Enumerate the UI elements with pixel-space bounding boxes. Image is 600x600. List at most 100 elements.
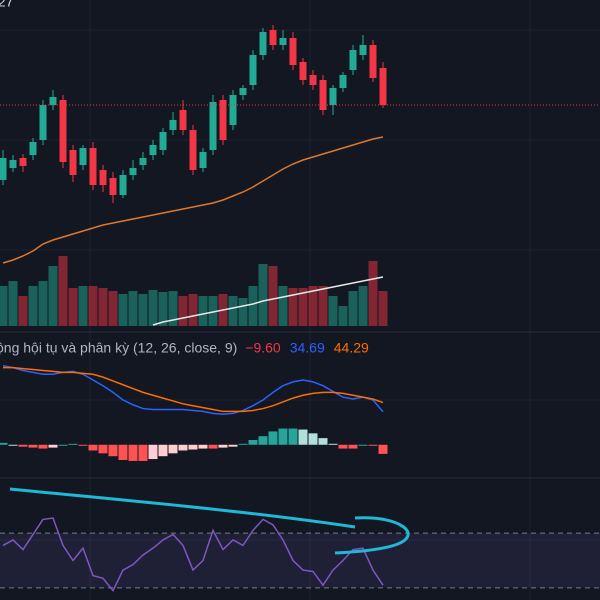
indicator-value: 44.29: [334, 340, 369, 356]
histogram-bar: [358, 444, 368, 446]
volume-bar: [358, 286, 368, 326]
histogram-bar: [198, 444, 208, 449]
volume-bar: [128, 291, 138, 326]
histogram-bar: [28, 444, 38, 448]
candle-body: [319, 80, 327, 110]
volume-bar: [158, 292, 168, 326]
volume-bar: [108, 291, 118, 326]
candle-body: [39, 105, 47, 140]
candle-body: [129, 168, 137, 175]
candle-body: [59, 100, 67, 162]
volume-bar: [18, 296, 28, 326]
price-label: .27: [0, 0, 14, 10]
volume-bar: [258, 264, 268, 326]
plot: [0, 25, 600, 593]
volume-bar: [88, 286, 98, 326]
indicator-value: −9.60: [245, 340, 281, 356]
histogram-bar: [168, 444, 178, 454]
histogram-bar: [248, 440, 258, 445]
volume-bar: [0, 286, 8, 326]
histogram-bar: [78, 444, 88, 446]
histogram-bar: [108, 444, 118, 457]
volume-bar: [268, 266, 278, 326]
histogram-bar: [88, 444, 98, 451]
volume-bar: [198, 296, 208, 326]
volume-bar: [98, 288, 108, 326]
candle-body: [249, 55, 257, 85]
volume-bar: [348, 291, 358, 326]
candle-body: [359, 45, 367, 55]
volume-bar: [138, 294, 148, 326]
candle-body: [309, 75, 317, 85]
histogram-bar: [48, 444, 58, 448]
volume-bar: [28, 286, 38, 326]
volume-bar: [298, 288, 308, 326]
volume-bar: [68, 288, 78, 326]
candle-body: [239, 88, 247, 95]
candle-body: [379, 68, 387, 105]
histogram-bar: [278, 428, 288, 445]
histogram-bar: [68, 443, 78, 445]
volume-bar: [78, 286, 88, 326]
volume-bar: [118, 294, 128, 326]
rsi-band: [0, 533, 600, 588]
drawing-curve: [334, 516, 410, 555]
candle-body: [369, 45, 377, 78]
histogram-bar: [38, 444, 48, 449]
candle-body: [119, 175, 127, 195]
volume-bar: [38, 281, 48, 326]
indicator-value: 34.69: [290, 340, 325, 356]
histogram-bar: [98, 444, 108, 454]
histogram-bar: [0, 442, 8, 445]
candle-body: [259, 32, 267, 55]
histogram-bar: [318, 438, 328, 445]
candle-body: [69, 150, 77, 175]
histogram-bar: [218, 444, 228, 448]
candle-body: [0, 158, 7, 180]
histogram-bar: [158, 444, 168, 457]
volume-bar: [278, 286, 288, 326]
volume-bar: [148, 290, 158, 326]
candle-body: [109, 178, 117, 195]
candle-body: [269, 30, 277, 45]
histogram-bar: [258, 436, 268, 445]
histogram-bar: [18, 444, 28, 447]
candle-body: [19, 158, 27, 166]
candle-body: [169, 120, 177, 130]
histogram-bar: [228, 444, 238, 447]
histogram-bar: [268, 431, 278, 445]
volume-bar: [8, 281, 18, 326]
histogram-bar: [238, 443, 248, 445]
candle-body: [99, 170, 107, 185]
histogram-bar: [148, 444, 158, 460]
candle-body: [229, 95, 237, 125]
candle-body: [339, 75, 347, 88]
candle-body: [189, 130, 197, 170]
candle-body: [89, 148, 97, 185]
histogram-bar: [208, 444, 218, 449]
histogram-bar: [368, 444, 378, 446]
candle-body: [279, 38, 287, 45]
candle-body: [29, 142, 37, 155]
volume-bar: [178, 296, 188, 326]
rsi-line: [2, 517, 384, 593]
volume-bar: [168, 291, 178, 326]
indicator-title: ộng hội tụ và phân kỳ (12, 26, close, 9): [0, 340, 237, 356]
candle-body: [329, 88, 337, 105]
volume-bar: [238, 298, 248, 326]
histogram-bar: [58, 444, 68, 446]
histogram-bar: [118, 444, 128, 460]
volume-bar: [318, 286, 328, 326]
histogram-bar: [348, 444, 358, 449]
candle-body: [179, 110, 187, 130]
volume-bar: [58, 256, 68, 326]
candle-body: [209, 102, 217, 150]
candle-body: [9, 160, 17, 168]
histogram-bar: [338, 444, 348, 449]
histogram-bar: [328, 443, 338, 445]
volume-bar: [208, 296, 218, 326]
volume-bar: [338, 306, 348, 326]
candle-body: [199, 152, 207, 168]
